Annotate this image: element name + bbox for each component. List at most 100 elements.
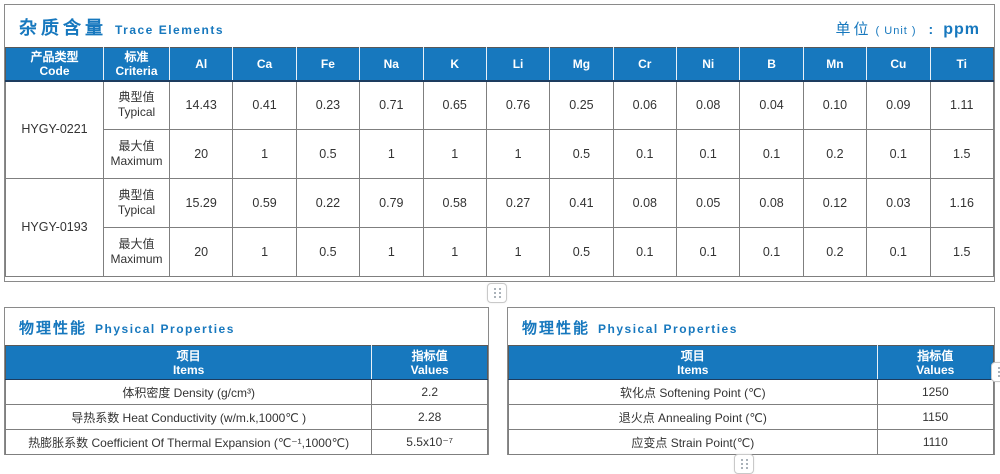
property-item-cell: 退火点 Annealing Point (℃) — [509, 405, 878, 430]
trace-col-criteria-zh: 标准 — [104, 50, 169, 64]
trace-col-k: K — [423, 48, 486, 81]
value-cell: 0.71 — [360, 81, 423, 130]
property-value-cell: 1150 — [877, 405, 993, 430]
property-row: 导热系数 Heat Conductivity (w/m.k,1000℃ )2.2… — [6, 405, 488, 430]
trace-col-na: Na — [360, 48, 423, 81]
value-cell: 0.25 — [550, 81, 613, 130]
physical-properties-panel-right: 物理性能 Physical Properties 项目 Items 指标值 Va… — [507, 307, 995, 455]
trace-col-ti: Ti — [930, 48, 994, 81]
value-cell: 0.1 — [740, 130, 803, 179]
unit-paren: ( Unit ) — [876, 25, 917, 37]
trace-elements-panel: 杂质含量 Trace Elements 单位 ( Unit ) : ppm 产品… — [4, 4, 995, 282]
product-code-cell: HYGY-0221 — [6, 81, 104, 179]
property-row: 体积密度 Density (g/cm³)2.2 — [6, 380, 488, 405]
value-cell: 1 — [233, 228, 296, 277]
unit-label: 单位 ( Unit ) : ppm — [836, 18, 980, 39]
trace-col-li: Li — [486, 48, 549, 81]
physical-right-title-bar: 物理性能 Physical Properties — [508, 308, 994, 345]
trace-col-mn: Mn — [803, 48, 866, 81]
property-value-cell: 1250 — [877, 380, 993, 405]
value-cell: 1 — [233, 130, 296, 179]
props-right-col-values: 指标值 Values — [877, 346, 993, 380]
items-header-en: Items — [509, 363, 877, 377]
physical-properties-table-right: 项目 Items 指标值 Values 软化点 Softening Point … — [508, 345, 994, 455]
items-header-zh: 项目 — [6, 349, 371, 363]
value-cell: 15.29 — [170, 179, 233, 228]
property-value-cell: 2.28 — [372, 405, 488, 430]
value-cell: 0.59 — [233, 179, 296, 228]
value-cell: 0.5 — [550, 228, 613, 277]
value-cell: 0.1 — [867, 130, 930, 179]
trace-col-cu: Cu — [867, 48, 930, 81]
criteria-zh: 典型值 — [104, 90, 169, 105]
value-cell: 0.58 — [423, 179, 486, 228]
unit-colon: : — [929, 21, 934, 37]
value-cell: 1.5 — [930, 130, 994, 179]
value-cell: 20 — [170, 130, 233, 179]
value-cell: 0.1 — [613, 228, 676, 277]
drag-handle-bottom-icon[interactable] — [734, 454, 754, 474]
items-header-zh: 项目 — [509, 349, 877, 363]
value-cell: 0.5 — [296, 228, 359, 277]
value-cell: 0.08 — [613, 179, 676, 228]
unit-zh: 单位 — [836, 18, 872, 39]
grip-dots-icon — [741, 459, 748, 469]
props-left-col-items: 项目 Items — [6, 346, 372, 380]
props-left-col-values: 指标值 Values — [372, 346, 488, 380]
value-cell: 1 — [423, 130, 486, 179]
value-cell: 0.08 — [677, 81, 740, 130]
props-left-header-row: 项目 Items 指标值 Values — [6, 346, 488, 380]
property-item-cell: 导热系数 Heat Conductivity (w/m.k,1000℃ ) — [6, 405, 372, 430]
trace-col-code-zh: 产品类型 — [6, 50, 103, 64]
value-cell: 0.23 — [296, 81, 359, 130]
drag-handle-right-icon[interactable] — [991, 362, 1000, 382]
value-cell: 0.65 — [423, 81, 486, 130]
value-cell: 0.06 — [613, 81, 676, 130]
value-cell: 1.5 — [930, 228, 994, 277]
criteria-en: Typical — [104, 105, 169, 120]
property-row: 热膨胀系数 Coefficient Of Thermal Expansion (… — [6, 430, 488, 455]
value-cell: 0.27 — [486, 179, 549, 228]
property-value-cell: 5.5x10⁻⁷ — [372, 430, 488, 455]
values-header-zh: 指标值 — [372, 349, 487, 363]
props-right-header-row: 项目 Items 指标值 Values — [509, 346, 994, 380]
trace-col-code-en: Code — [6, 64, 103, 78]
criteria-en: Maximum — [104, 252, 169, 267]
trace-col-criteria-en: Criteria — [104, 64, 169, 78]
value-cell: 0.1 — [677, 228, 740, 277]
value-cell: 0.03 — [867, 179, 930, 228]
property-item-cell: 体积密度 Density (g/cm³) — [6, 380, 372, 405]
drag-handle-icon[interactable] — [487, 283, 507, 303]
value-cell: 0.79 — [360, 179, 423, 228]
value-cell: 0.05 — [677, 179, 740, 228]
property-row: 退火点 Annealing Point (℃)1150 — [509, 405, 994, 430]
trace-title-zh: 杂质含量 — [19, 14, 107, 40]
property-item-cell: 软化点 Softening Point (℃) — [509, 380, 878, 405]
trace-col-b: B — [740, 48, 803, 81]
criteria-en: Typical — [104, 203, 169, 218]
items-header-en: Items — [6, 363, 371, 377]
physical-right-title-zh: 物理性能 — [522, 317, 590, 338]
value-cell: 0.2 — [803, 130, 866, 179]
value-cell: 1.11 — [930, 81, 994, 130]
value-cell: 0.1 — [867, 228, 930, 277]
value-cell: 0.5 — [550, 130, 613, 179]
value-cell: 0.09 — [867, 81, 930, 130]
value-cell: 0.10 — [803, 81, 866, 130]
value-cell: 0.41 — [233, 81, 296, 130]
trace-title-bar: 杂质含量 Trace Elements 单位 ( Unit ) : ppm — [5, 5, 994, 47]
property-value-cell: 1110 — [877, 430, 993, 455]
property-row: 软化点 Softening Point (℃)1250 — [509, 380, 994, 405]
values-header-en: Values — [878, 363, 993, 377]
value-cell: 14.43 — [170, 81, 233, 130]
criteria-zh: 典型值 — [104, 188, 169, 203]
value-cell: 1 — [486, 228, 549, 277]
